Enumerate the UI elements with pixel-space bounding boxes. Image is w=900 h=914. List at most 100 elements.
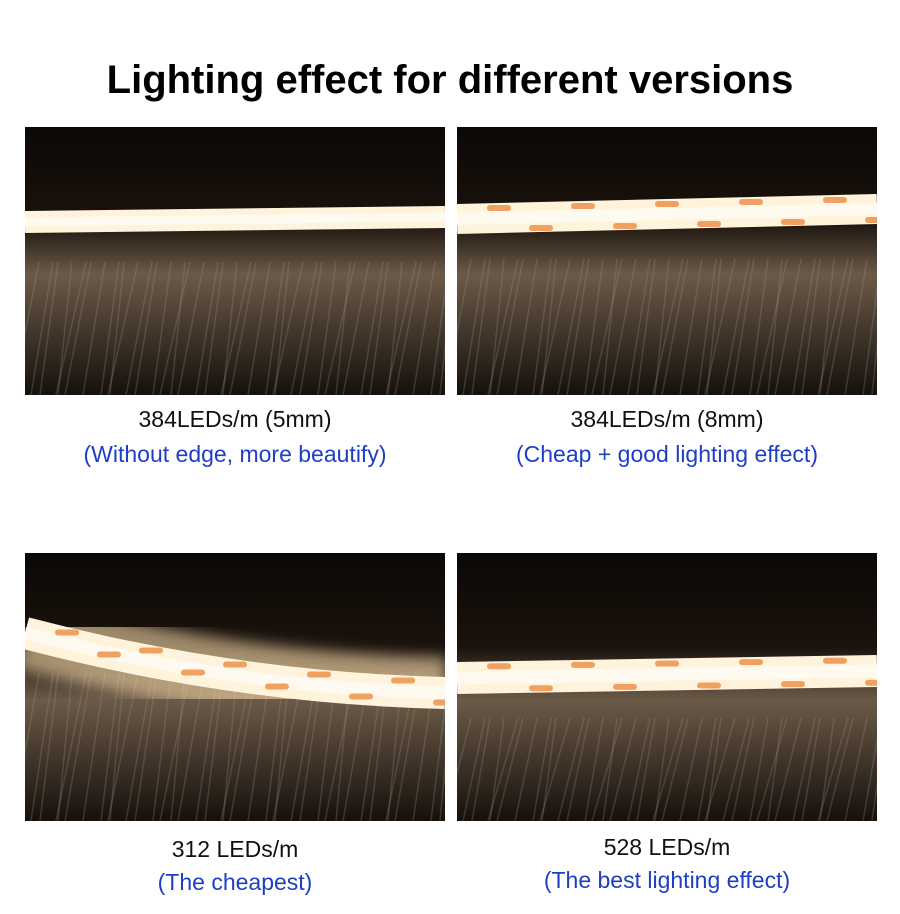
wood-streak xyxy=(731,258,755,395)
wood-streak xyxy=(792,258,816,395)
wood-streak xyxy=(30,672,54,821)
wood-streak xyxy=(204,261,224,395)
resistor xyxy=(139,647,163,654)
wood-streak xyxy=(439,340,445,395)
wood-streak xyxy=(591,258,623,395)
led-core xyxy=(25,212,445,227)
wood-streak xyxy=(272,261,304,395)
wood-streak xyxy=(30,261,54,395)
wood-streak xyxy=(774,258,802,395)
wood-streak xyxy=(679,258,703,395)
wood-streak xyxy=(299,261,323,395)
resistor xyxy=(865,217,877,223)
wood-streak xyxy=(722,258,750,395)
wood-streak xyxy=(462,258,486,395)
wood-streak xyxy=(514,258,538,395)
wood-streak xyxy=(457,258,472,337)
wood-streak xyxy=(756,717,788,821)
wood-streak xyxy=(749,717,769,821)
wood-streak xyxy=(792,717,816,821)
background xyxy=(25,127,445,395)
wood-streak xyxy=(57,672,73,821)
caption: 384LEDs/m (5mm) xyxy=(138,406,332,432)
resistor xyxy=(487,663,511,670)
wood-streak xyxy=(125,261,153,395)
resistor xyxy=(739,199,763,205)
wood-streak xyxy=(704,717,736,821)
wood-streak xyxy=(566,717,590,821)
note: (Cheap + good lighting effect) xyxy=(516,441,818,467)
wood-streak xyxy=(496,258,524,395)
wood-streak xyxy=(489,258,505,395)
resistor xyxy=(781,681,805,688)
wood-streak xyxy=(107,672,139,821)
wood-streak xyxy=(290,261,318,395)
wood-streak xyxy=(82,672,106,821)
photo xyxy=(25,127,445,395)
wood-streak xyxy=(471,717,491,821)
wood-streak xyxy=(826,717,854,821)
wood-streak xyxy=(496,717,524,821)
wood-streak xyxy=(274,261,290,395)
wood-streak xyxy=(654,717,670,821)
resistor xyxy=(265,683,289,690)
title: Lighting effect for different versions xyxy=(106,58,794,102)
note: (Without edge, more beautify) xyxy=(83,441,387,467)
resistor xyxy=(55,629,79,636)
wood-streak xyxy=(514,717,538,821)
wood-streak xyxy=(532,717,552,821)
wood-streak xyxy=(661,258,689,395)
resistor xyxy=(823,657,847,664)
resistor xyxy=(781,219,805,225)
wood-streak xyxy=(584,258,604,395)
photo xyxy=(457,553,877,821)
wood-streak xyxy=(819,717,835,821)
wood-streak xyxy=(756,258,788,395)
wood-streak xyxy=(489,717,505,821)
wood-streak xyxy=(697,717,717,821)
resistor xyxy=(571,203,595,209)
wood-streak xyxy=(55,672,87,821)
wood-streak xyxy=(557,717,585,821)
wood-streak xyxy=(652,258,684,395)
wood-streak xyxy=(25,261,40,338)
wood-streak xyxy=(360,261,384,395)
wood-streak xyxy=(387,261,403,395)
wood-streak xyxy=(722,717,750,821)
resistor xyxy=(529,685,553,692)
wood-streak xyxy=(819,258,835,395)
wood-streak xyxy=(609,258,637,395)
note: (The best lighting effect) xyxy=(543,867,791,893)
wood-streak xyxy=(100,261,120,395)
wood-streak xyxy=(159,261,191,395)
wood-streak xyxy=(195,261,219,395)
wood-streak xyxy=(706,717,722,821)
wood-streak xyxy=(541,717,557,821)
wood-streak xyxy=(487,258,519,395)
resistor xyxy=(529,225,553,231)
wood-streak xyxy=(220,261,252,395)
wood-streak xyxy=(55,261,87,395)
wood-streak xyxy=(679,717,703,821)
resistor xyxy=(349,693,373,700)
wood-streak xyxy=(826,258,854,395)
wood-streak xyxy=(125,672,153,821)
wood-streak xyxy=(566,258,590,395)
resistor xyxy=(613,683,637,690)
led-core xyxy=(457,664,877,685)
resistor xyxy=(823,197,847,203)
wood-streak xyxy=(862,736,877,821)
resistor xyxy=(487,205,511,211)
wood-streak xyxy=(636,258,656,395)
wood-streak xyxy=(394,261,422,395)
wood-streak xyxy=(487,717,519,821)
wood-streak xyxy=(767,717,783,821)
wood-streak xyxy=(107,261,139,395)
photo xyxy=(25,553,445,821)
photo xyxy=(457,127,877,395)
wood-streak xyxy=(654,258,670,395)
wood-streak xyxy=(557,258,585,395)
wood-streak xyxy=(39,261,59,395)
wood-streak xyxy=(82,261,106,395)
